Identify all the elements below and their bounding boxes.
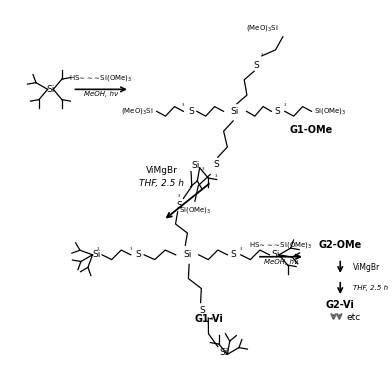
Text: $_3$: $_3$	[181, 102, 185, 109]
Text: THF, 2.5 h: THF, 2.5 h	[353, 285, 388, 291]
Text: Si(OMe)$_3$: Si(OMe)$_3$	[179, 205, 211, 215]
Text: $_3$: $_3$	[129, 245, 132, 253]
Text: G2-OMe: G2-OMe	[319, 240, 362, 250]
Text: $_3$: $_3$	[96, 245, 100, 253]
Text: S: S	[230, 250, 236, 259]
Text: Si: Si	[271, 250, 279, 259]
Text: $_3$: $_3$	[177, 193, 181, 200]
Text: (MeO)$_3$Si: (MeO)$_3$Si	[121, 106, 154, 116]
Text: $_3$: $_3$	[239, 245, 243, 253]
Text: $_3$: $_3$	[283, 102, 287, 109]
Text: Si: Si	[92, 250, 100, 259]
Text: Si: Si	[220, 348, 228, 357]
Text: $_3$: $_3$	[201, 166, 205, 173]
Text: S: S	[188, 107, 194, 116]
Text: S: S	[274, 107, 280, 116]
Text: $_3$: $_3$	[210, 316, 214, 323]
Text: $_3$: $_3$	[225, 347, 230, 354]
Text: (MeO)$_3$Si: (MeO)$_3$Si	[246, 23, 278, 33]
Text: Si: Si	[192, 161, 200, 170]
Text: Si(OMe)$_3$: Si(OMe)$_3$	[314, 106, 347, 116]
Text: ViMgBr: ViMgBr	[353, 263, 380, 272]
Text: $_3$: $_3$	[214, 173, 218, 180]
Text: S: S	[213, 161, 219, 169]
Text: MeOH, hν: MeOH, hν	[84, 91, 118, 97]
Text: HS$\!\sim\!\sim\!\sim\!$Si(OMe)$_3$: HS$\!\sim\!\sim\!\sim\!$Si(OMe)$_3$	[249, 240, 313, 250]
Text: G1-OMe: G1-OMe	[290, 125, 333, 135]
Text: G2-Vi: G2-Vi	[326, 300, 355, 310]
Text: S: S	[177, 201, 182, 209]
Text: THF, 2.5 h: THF, 2.5 h	[139, 179, 184, 188]
Text: $_3$: $_3$	[260, 51, 264, 59]
Text: Si: Si	[183, 250, 191, 259]
Text: Si: Si	[46, 85, 54, 94]
Text: MeOH, hν: MeOH, hν	[264, 259, 298, 265]
Text: Si: Si	[231, 107, 239, 116]
Text: ViMgBr: ViMgBr	[145, 166, 177, 175]
Text: S: S	[200, 306, 205, 315]
Text: HS$\!\sim\!\sim\!\sim\!$Si(OMe)$_3$: HS$\!\sim\!\sim\!\sim\!$Si(OMe)$_3$	[69, 73, 133, 83]
Text: S: S	[253, 61, 259, 70]
Text: etc: etc	[347, 313, 361, 322]
Text: S: S	[136, 250, 141, 259]
Text: G1-Vi: G1-Vi	[195, 314, 224, 324]
